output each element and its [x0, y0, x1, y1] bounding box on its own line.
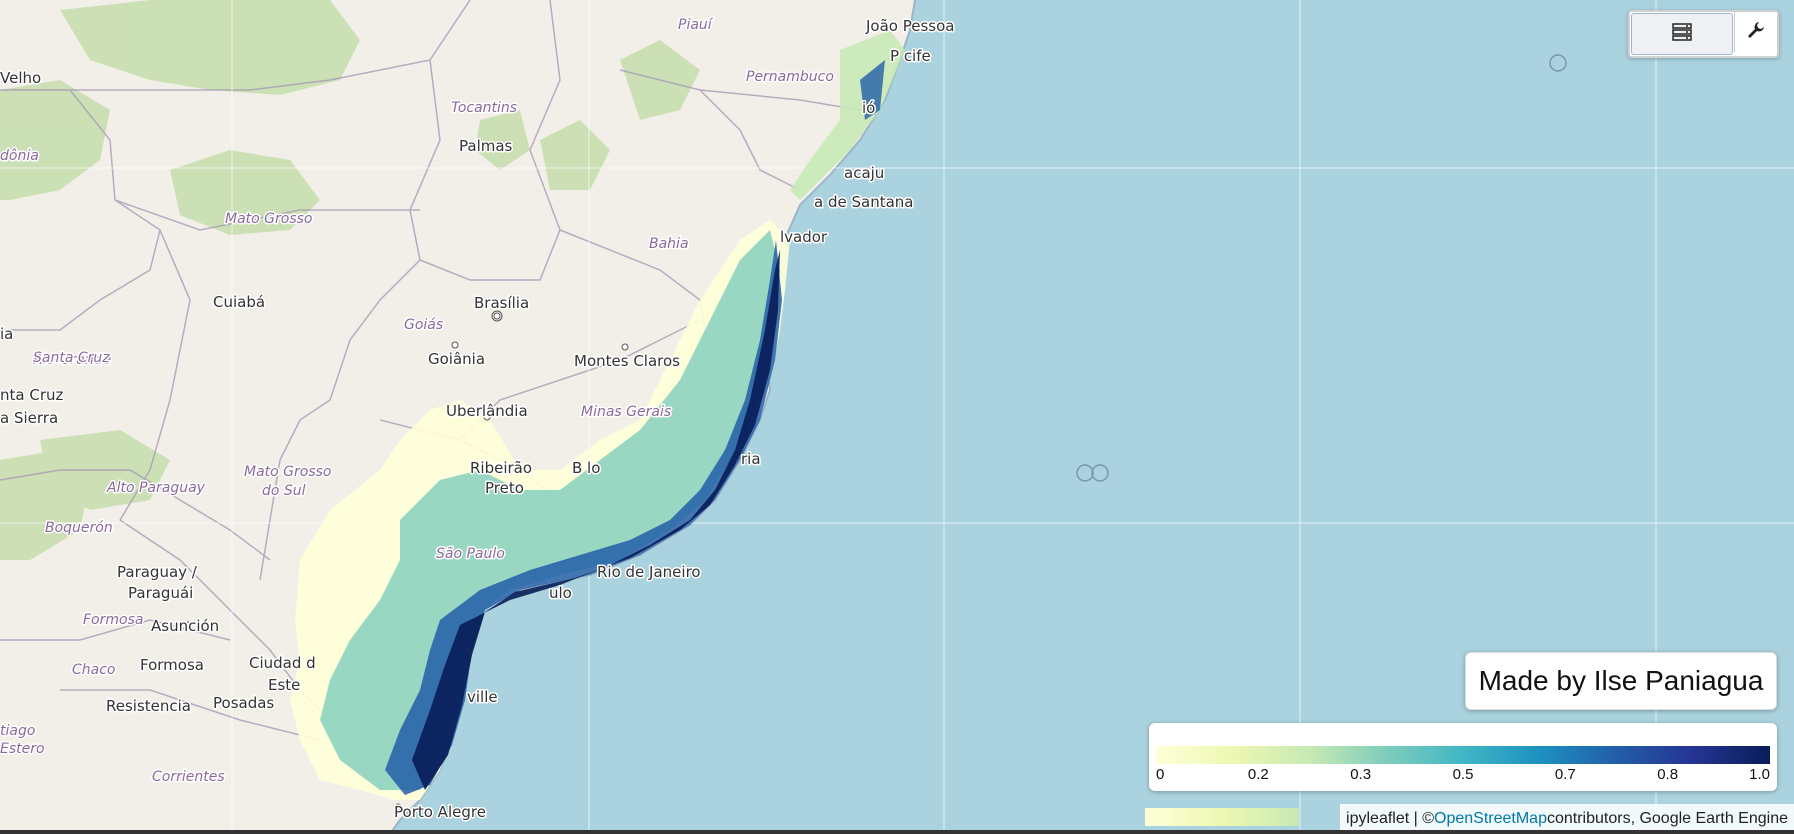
- place-label-41: do Sul: [262, 483, 306, 499]
- attribution-suffix: contributors, Google Earth Engine: [1546, 810, 1788, 827]
- wrench-icon: [1747, 21, 1765, 44]
- place-label-10: Goiânia: [428, 350, 485, 368]
- place-labels: João Pessoa P cife ió acaju a de Santana lvad…: [0, 16, 956, 823]
- place-label-3: ió: [862, 99, 875, 117]
- place-label-9: Brasília: [474, 294, 529, 312]
- place-label-6: lvador: [780, 228, 828, 246]
- place-label-36: Mato Grosso: [225, 211, 313, 227]
- place-label-28: Paraguái: [128, 584, 193, 602]
- place-label-34: Pernambuco: [746, 69, 834, 85]
- place-label-12: Uberlândia: [446, 402, 528, 420]
- place-label-46: Corrientes: [152, 769, 225, 785]
- place-label-24: Posadas: [213, 694, 274, 712]
- place-label-40: Mato Grosso: [244, 464, 332, 480]
- vegetation-patches: [0, 0, 700, 560]
- author-label: Made by Ilse Paniagua: [1465, 652, 1777, 710]
- place-label-44: Formosa: [83, 612, 143, 628]
- layers-list-icon: [1672, 22, 1692, 46]
- city-dots: [184, 310, 629, 811]
- place-label-19: ville: [467, 688, 498, 706]
- place-label-20: Porto Alegre: [394, 803, 486, 821]
- place-label-38: Goiás: [404, 317, 443, 333]
- place-label-39: Minas Gerais: [581, 404, 671, 420]
- place-label-50: São Paulo: [436, 546, 505, 562]
- colorbar-ticks: 0 0.2 0.3 0.5 0.7 0.8 1.0: [1156, 766, 1770, 788]
- place-label-30: nta Cruz: [0, 386, 63, 404]
- colorbar-tick-0.2: 0.2: [1247, 766, 1269, 783]
- place-label-47: Rio Grande: [33, 352, 111, 368]
- place-label-35: Tocantins: [451, 100, 517, 116]
- place-label-43: Boquerón: [45, 520, 113, 536]
- place-label-14: Preto: [485, 479, 524, 497]
- place-label-23: Resistencia: [106, 697, 191, 715]
- place-label-5: a de Santana: [814, 193, 913, 211]
- attribution-prefix: ipyleaflet | ©: [1346, 810, 1435, 827]
- place-label-42: Alto Paraguay: [106, 480, 206, 496]
- colorbar-tick-0.5: 0.5: [1452, 766, 1474, 783]
- place-label-13: Ribeirão: [470, 459, 532, 477]
- place-label-4: acaju: [844, 164, 884, 182]
- borders: [0, 0, 861, 781]
- colorbar-tick-1.0: 1.0: [1749, 766, 1770, 783]
- place-label-51: tiago: [0, 723, 35, 739]
- place-label-29: Velho: [0, 69, 41, 87]
- place-label-8: Cuiabá: [213, 293, 265, 311]
- bottom-border: [0, 830, 1794, 834]
- place-label-17: Rio de Janeiro: [597, 563, 701, 581]
- colorbar-tick-0: 0: [1156, 766, 1165, 783]
- place-label-16: ria: [741, 450, 761, 468]
- colorbar-tick-0.7: 0.7: [1554, 766, 1576, 783]
- tools-button[interactable]: [1734, 12, 1777, 52]
- place-label-45: Chaco: [72, 662, 116, 678]
- attribution: ipyleaflet | © OpenStreetMap contributor…: [1340, 804, 1794, 834]
- colorbar-tick-0.8: 0.8: [1657, 766, 1679, 783]
- place-label-31: a Sierra: [0, 409, 58, 427]
- openstreetmap-link[interactable]: OpenStreetMap: [1434, 810, 1547, 827]
- map-controls: [1628, 10, 1779, 58]
- place-label-11: Montes Claros: [574, 352, 680, 370]
- place-label-1: João Pessoa: [865, 17, 954, 35]
- place-label-22: Formosa: [140, 656, 204, 674]
- place-label-37: Bahia: [649, 236, 689, 252]
- layers-button[interactable]: [1631, 13, 1733, 55]
- place-label-25: Ciudad d: [249, 654, 316, 672]
- place-label-21: Asunción: [151, 617, 219, 635]
- place-label-33: Piauí: [678, 17, 714, 33]
- place-label-32: ia: [0, 325, 13, 343]
- place-label-26: Este: [268, 676, 300, 694]
- place-label-48: Santa Cruz: [33, 350, 110, 366]
- place-label-2: P cife: [890, 47, 931, 65]
- place-label-52: Estero: [0, 741, 45, 757]
- place-label-49: dônia: [0, 148, 39, 164]
- attribution-swatch: [1145, 808, 1299, 826]
- place-label-15: B lo: [572, 459, 600, 477]
- colorbar-legend: 0 0.2 0.3 0.5 0.7 0.8 1.0: [1149, 723, 1777, 791]
- place-label-18: ulo: [549, 584, 572, 602]
- place-label-27: Paraguay /: [117, 563, 198, 581]
- place-label-7: Palmas: [459, 137, 513, 155]
- islands: [1076, 54, 1567, 482]
- colorbar-tick-0.3: 0.3: [1350, 766, 1372, 783]
- colorbar-gradient: [1156, 746, 1770, 764]
- raster-overlay: [290, 30, 905, 800]
